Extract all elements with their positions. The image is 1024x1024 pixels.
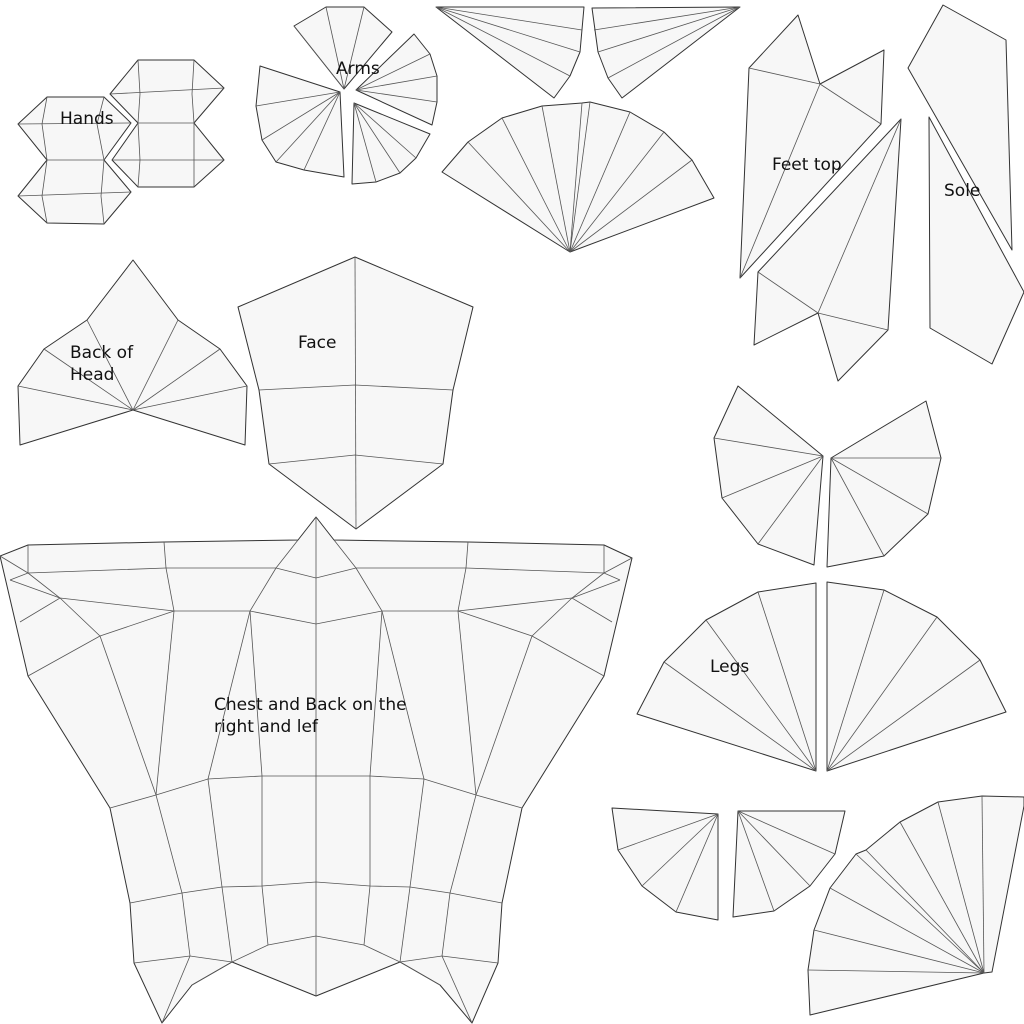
face-island [237, 256, 474, 530]
chest-and-back-island [0, 516, 633, 1024]
back-of-head-label: Back of Head [70, 343, 134, 385]
upper-fan-islands [435, 6, 741, 253]
feet-top-label: Feet top [772, 155, 842, 175]
mid-right-fan-islands [713, 385, 942, 568]
sole-island [907, 4, 1024, 365]
arms-label: Arms [336, 59, 380, 79]
arms-island [255, 6, 438, 185]
hands-label: Hands [60, 109, 114, 129]
feet-top-island [739, 14, 902, 382]
legs-island [636, 581, 1007, 772]
legs-label: Legs [710, 657, 750, 677]
hands-island [17, 59, 225, 225]
chest-and-back-label: Chest and Back on the right and lef [214, 695, 407, 737]
lower-right-fan-islands [611, 795, 1024, 1016]
back-of-head-island [17, 259, 248, 446]
sole-label: Sole [944, 181, 981, 201]
face-label: Face [298, 333, 337, 353]
